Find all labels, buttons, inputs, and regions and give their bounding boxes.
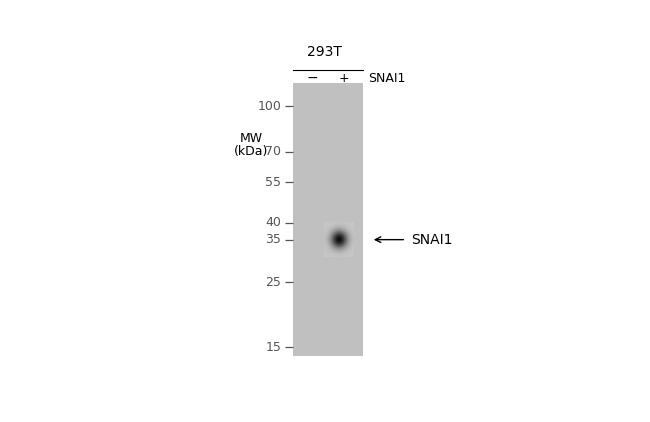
Text: 293T: 293T: [307, 45, 342, 59]
Text: 25: 25: [265, 276, 281, 289]
Text: 55: 55: [265, 176, 281, 189]
Text: +: +: [338, 72, 349, 85]
Text: MW: MW: [239, 132, 263, 145]
Text: 35: 35: [265, 233, 281, 246]
Text: (kDa): (kDa): [234, 145, 268, 158]
Text: SNAI1: SNAI1: [369, 72, 406, 85]
Text: 15: 15: [265, 341, 281, 354]
Text: SNAI1: SNAI1: [411, 233, 452, 246]
Bar: [292, 83, 363, 356]
Text: 100: 100: [257, 100, 281, 113]
Text: 40: 40: [265, 216, 281, 229]
Text: −: −: [307, 71, 318, 85]
Text: 70: 70: [265, 145, 281, 158]
